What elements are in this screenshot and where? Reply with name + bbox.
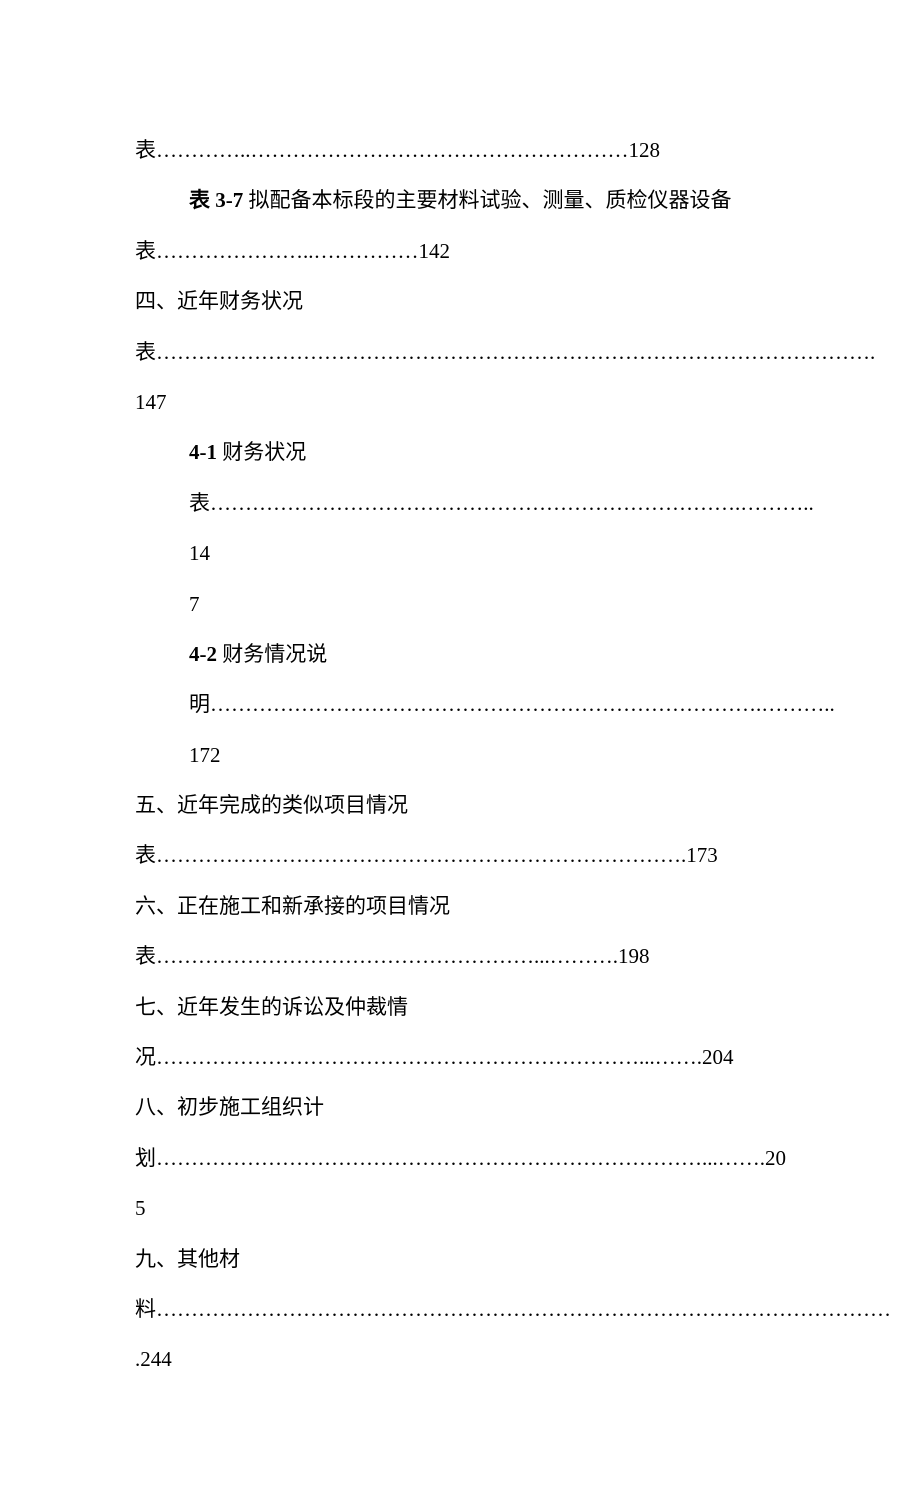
toc-line-9: 4-2 财务情况说 bbox=[135, 629, 790, 679]
toc-line-5: 表………………………………………………………………………………………….147 bbox=[135, 327, 790, 428]
toc-line-6-label: 4-1 bbox=[189, 440, 217, 464]
toc-line-6-rest: 财务状况 bbox=[217, 440, 306, 464]
toc-line-16: 况……………………………………………………………...…….204 bbox=[135, 1032, 790, 1082]
toc-line-6: 4-1 财务状况 bbox=[135, 427, 790, 477]
toc-line-1: 表…………..………………………………………………128 bbox=[135, 125, 790, 175]
toc-line-10: 明…………………………………………………………………….………..172 bbox=[135, 679, 790, 780]
toc-line-4: 四、近年财务状况 bbox=[135, 276, 790, 326]
toc-line-21: .244 bbox=[135, 1334, 790, 1384]
toc-line-7: 表………………………………………………………………….………..14 bbox=[135, 478, 790, 579]
toc-line-15: 七、近年发生的诉讼及仲裁情 bbox=[135, 982, 790, 1032]
toc-line-13: 六、正在施工和新承接的项目情况 bbox=[135, 881, 790, 931]
toc-line-3: 表…………………..……………142 bbox=[135, 226, 790, 276]
toc-line-19: 九、其他材 bbox=[135, 1234, 790, 1284]
toc-line-11: 五、近年完成的类似项目情况 bbox=[135, 780, 790, 830]
toc-line-12: 表………………………………………………………………….173 bbox=[135, 830, 790, 880]
toc-line-20: 料…………………………………………………………………………………………… bbox=[135, 1284, 790, 1334]
toc-line-18: 划……………………………………………………………………...…….205 bbox=[135, 1133, 790, 1234]
toc-line-9-rest: 财务情况说 bbox=[217, 642, 327, 666]
toc-line-2-rest: 拟配备本标段的主要材料试验、测量、质检仪器设备 bbox=[243, 188, 731, 212]
toc-line-2-label: 表 3-7 bbox=[189, 188, 243, 212]
toc-line-17: 八、初步施工组织计 bbox=[135, 1082, 790, 1132]
toc-line-14: 表………………………………………………...……….198 bbox=[135, 931, 790, 981]
toc-line-2: 表 3-7 拟配备本标段的主要材料试验、测量、质检仪器设备 bbox=[135, 175, 790, 225]
toc-line-9-label: 4-2 bbox=[189, 642, 217, 666]
toc-line-8: 7 bbox=[135, 579, 790, 629]
